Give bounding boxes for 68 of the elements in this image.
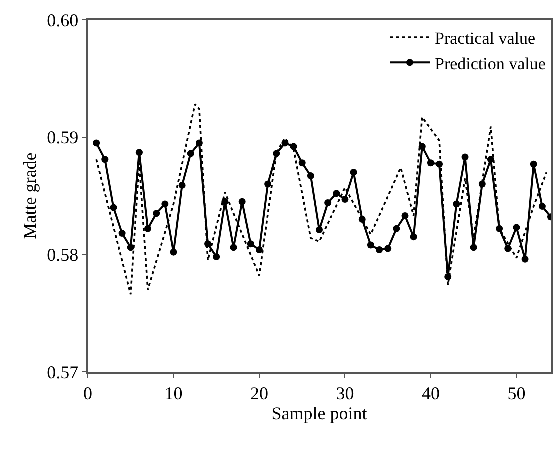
legend-label: Practical value xyxy=(435,29,536,48)
point xyxy=(367,242,374,249)
point xyxy=(290,143,298,150)
point xyxy=(273,150,280,158)
y-tick-label: 0.59 xyxy=(47,128,79,148)
point xyxy=(470,244,478,252)
point xyxy=(256,246,263,254)
point xyxy=(530,160,538,168)
point xyxy=(213,254,220,261)
point xyxy=(110,204,118,212)
point xyxy=(444,273,452,280)
point xyxy=(462,154,469,161)
x-tick-label: 10 xyxy=(164,383,183,404)
point xyxy=(204,240,212,248)
point xyxy=(538,203,546,210)
point xyxy=(513,224,520,232)
point xyxy=(427,160,434,167)
point xyxy=(350,169,358,176)
point xyxy=(384,245,392,252)
point xyxy=(496,225,504,232)
point xyxy=(453,200,460,208)
point xyxy=(238,198,246,206)
point xyxy=(178,182,186,189)
point xyxy=(170,248,178,256)
point xyxy=(187,150,194,158)
point xyxy=(487,156,494,164)
point xyxy=(478,180,486,188)
point xyxy=(333,190,340,198)
point xyxy=(402,212,409,220)
point xyxy=(102,156,109,164)
point xyxy=(230,244,238,252)
point xyxy=(93,140,100,147)
point xyxy=(144,225,152,232)
y-tick-label: 0.58 xyxy=(47,244,79,265)
point xyxy=(162,200,169,208)
point xyxy=(153,210,160,218)
point xyxy=(222,198,229,206)
point xyxy=(504,245,512,252)
point xyxy=(264,180,272,188)
point xyxy=(127,244,134,252)
line-series xyxy=(96,104,548,296)
legend-label: Prediction value xyxy=(435,54,546,74)
point xyxy=(316,226,323,234)
point xyxy=(136,149,143,156)
point xyxy=(358,216,366,223)
y-tick-label: 0.60 xyxy=(47,10,79,30)
x-tick-label: 0 xyxy=(84,383,92,404)
x-tick-label: 20 xyxy=(250,383,268,404)
x-tick-label: 50 xyxy=(508,383,526,404)
point xyxy=(307,172,314,180)
point xyxy=(436,160,444,168)
point xyxy=(410,234,418,241)
y-axis-title: Matte grade xyxy=(20,152,40,240)
point xyxy=(298,160,306,167)
point xyxy=(376,246,384,254)
point xyxy=(522,256,529,263)
x-tick-label: 30 xyxy=(336,383,354,404)
point xyxy=(324,200,332,207)
point xyxy=(247,240,254,248)
x-axis-title: Sample point xyxy=(272,403,368,424)
point xyxy=(393,225,400,232)
point xyxy=(282,140,289,147)
point xyxy=(342,196,349,204)
point xyxy=(418,143,426,150)
point xyxy=(196,140,203,147)
x-tick-label: 40 xyxy=(422,383,440,404)
y-tick-label: 0.57 xyxy=(47,362,79,382)
point xyxy=(118,230,126,238)
